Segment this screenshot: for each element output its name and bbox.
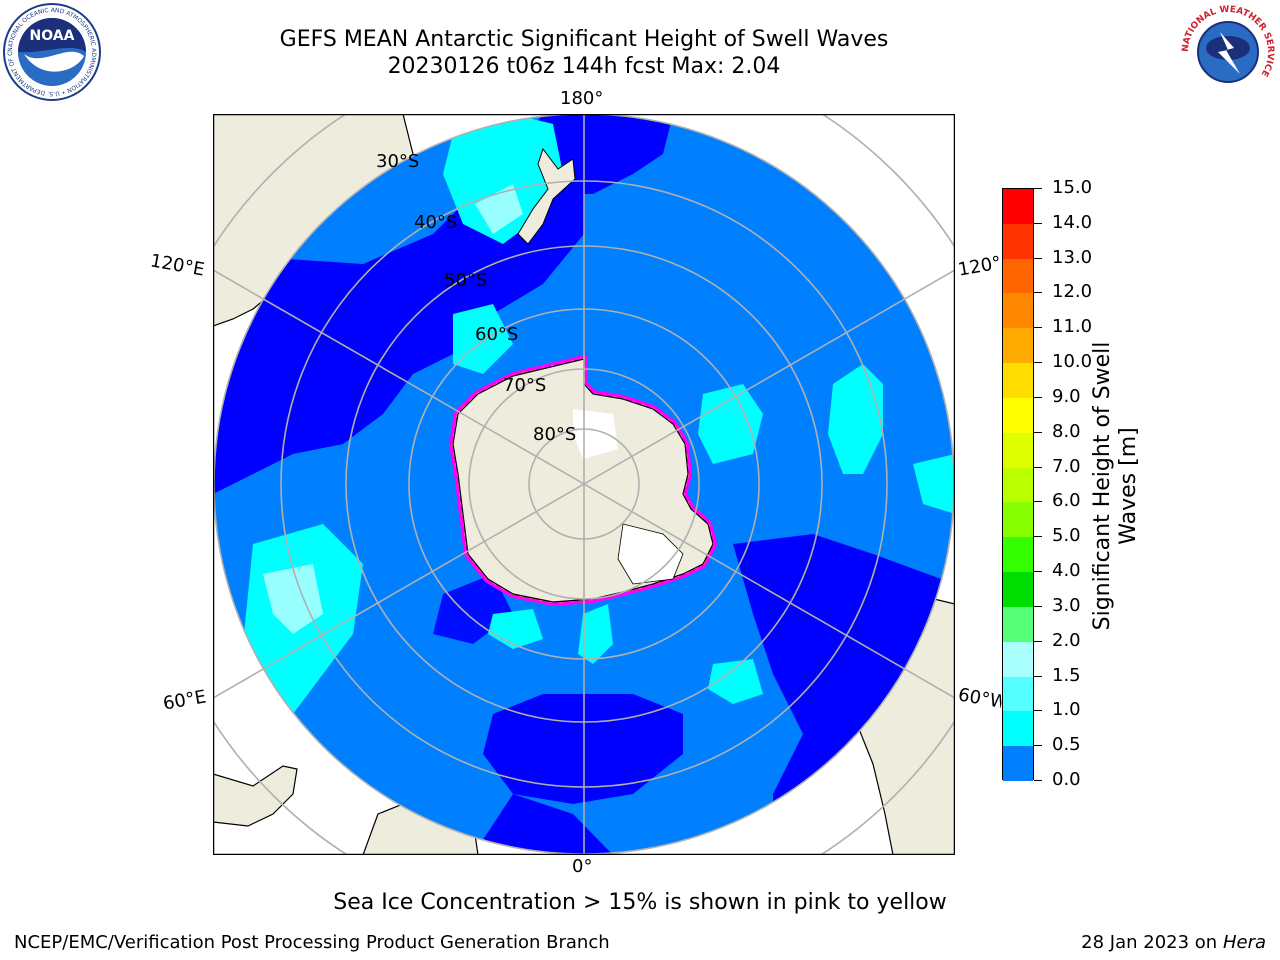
footer-date-text: 28 Jan 2023 on [1081, 932, 1223, 953]
colorbar-tick [1034, 605, 1042, 607]
colorbar-band [1003, 467, 1033, 503]
colorbar-title: Significant Height of Swell Waves [m] [1090, 342, 1142, 631]
colorbar-band [1003, 537, 1033, 573]
latitude-label: 70°S [503, 375, 547, 396]
chart-subtitle: 20230126 t06z 144h fcst Max: 2.04 [387, 54, 781, 79]
colorbar-tick [1034, 780, 1042, 781]
colorbar-tick-label: 0.5 [1052, 734, 1081, 756]
colorbar-tick [1034, 571, 1042, 573]
colorbar-tick-label: 0.0 [1052, 769, 1081, 790]
longitude-label: 120°W [956, 252, 1004, 281]
colorbar-band [1003, 746, 1033, 782]
colorbar-tick [1034, 710, 1042, 712]
colorbar-band [1003, 502, 1033, 538]
colorbar-band [1003, 641, 1033, 678]
colorbar [1002, 188, 1034, 782]
latitude-label: 50°S [444, 270, 488, 291]
colorbar-band [1003, 711, 1033, 747]
colorbar-band [1003, 223, 1033, 260]
colorbar-tick-label: 4.0 [1052, 560, 1081, 582]
longitude-label: 0° [572, 856, 593, 877]
footer-date: 28 Jan 2023 on Hera [1081, 932, 1266, 953]
colorbar-tick [1034, 501, 1042, 503]
colorbar-band [1003, 572, 1033, 608]
colorbar-band [1003, 676, 1033, 712]
colorbar-tick [1034, 466, 1042, 468]
colorbar-tick [1034, 222, 1042, 224]
new-zealand-land [517, 147, 576, 245]
colorbar-tick [1034, 431, 1042, 433]
colorbar-band [1003, 397, 1033, 434]
latitude-label: 30°S [376, 151, 420, 172]
colorbar-title-line2: Waves [m] [1116, 427, 1141, 545]
colorbar-title-line1: Significant Height of Swell [1090, 341, 1115, 631]
colorbar-tick [1034, 640, 1042, 642]
colorbar-tick [1034, 396, 1042, 398]
colorbar-band [1003, 363, 1033, 399]
colorbar-tick [1034, 292, 1042, 294]
longitude-label: 60°W [956, 684, 1004, 713]
national-weather-service-logo: NATIONAL WEATHER SERVICE [1178, 2, 1278, 102]
colorbar-tick-label: 8.0 [1052, 420, 1081, 442]
latitude-label: 80°S [533, 424, 577, 445]
colorbar-tick-label: 3.0 [1052, 594, 1081, 616]
colorbar-tick-label: 2.0 [1052, 629, 1081, 651]
colorbar-tick-label: 13.0 [1052, 246, 1093, 268]
latitude-label: 40°S [414, 212, 458, 233]
colorbar-tick-label: 1.0 [1052, 699, 1081, 721]
colorbar-band [1003, 189, 1033, 225]
colorbar-tick [1034, 327, 1042, 329]
colorbar-tick-label: 11.0 [1052, 316, 1093, 338]
colorbar-tick [1034, 675, 1042, 677]
noaa-logo: NATIONAL OCEANIC AND ATMOSPHERIC ADMINIS… [0, 0, 102, 102]
colorbar-tick-label: 14.0 [1052, 211, 1093, 233]
polar-map [213, 114, 955, 855]
colorbar-tick [1034, 188, 1042, 189]
chart-title: GEFS MEAN Antarctic Significant Height o… [279, 27, 889, 52]
colorbar-tick-label: 6.0 [1052, 490, 1081, 512]
longitude-label: 180° [560, 88, 604, 109]
sea-ice-note: Sea Ice Concentration > 15% is shown in … [333, 890, 947, 915]
footer-credit: NCEP/EMC/Verification Post Processing Pr… [14, 932, 610, 953]
latitude-label: 60°S [475, 324, 519, 345]
footer-machine: Hera [1222, 932, 1266, 953]
colorbar-tick-label: 10.0 [1052, 351, 1093, 373]
longitude-label: 60°E [161, 686, 208, 715]
colorbar-tick [1034, 362, 1042, 364]
noaa-wordmark: NOAA [30, 28, 75, 44]
colorbar-tick-label: 5.0 [1052, 525, 1081, 547]
colorbar-band [1003, 606, 1033, 643]
colorbar-band [1003, 293, 1033, 329]
colorbar-tick-label: 9.0 [1052, 385, 1081, 407]
longitude-label: 120°E [148, 250, 207, 281]
colorbar-tick [1034, 745, 1042, 747]
colorbar-tick-label: 15.0 [1052, 177, 1093, 198]
colorbar-tick-label: 7.0 [1052, 455, 1081, 477]
colorbar-tick [1034, 257, 1042, 259]
madagascar-land [213, 765, 298, 827]
colorbar-band [1003, 432, 1033, 469]
colorbar-tick [1034, 536, 1042, 538]
colorbar-band [1003, 258, 1033, 294]
colorbar-band [1003, 328, 1033, 364]
colorbar-tick-label: 12.0 [1052, 281, 1093, 303]
colorbar-tick-label: 1.5 [1052, 664, 1081, 686]
